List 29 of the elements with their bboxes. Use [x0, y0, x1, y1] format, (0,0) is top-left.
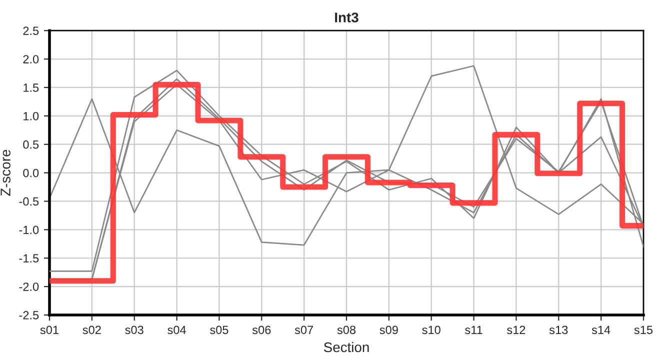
- x-tick-label: s03: [125, 326, 144, 334]
- x-tick-label: s02: [82, 326, 101, 334]
- x-tick-label: s10: [422, 326, 440, 334]
- x-tick-label: s09: [380, 326, 398, 334]
- x-tick-label: s08: [337, 326, 356, 334]
- x-tick-label: s12: [507, 326, 526, 334]
- chart-title: Int3: [335, 12, 358, 22]
- y-tick-label: 0.0: [23, 168, 39, 178]
- y-tick-label: 1.0: [24, 112, 39, 120]
- y-tick-label: 2.5: [23, 26, 39, 35]
- x-axis-title: Section: [324, 342, 369, 352]
- y-tick-label: 0.5: [23, 140, 39, 149]
- y-tick-label: -2.0: [19, 282, 39, 291]
- y-tick-label: -1.5: [19, 254, 39, 263]
- x-tick-label: s15: [634, 326, 653, 334]
- x-tick-label: s07: [294, 326, 313, 334]
- y-tick-label: 1.5: [24, 84, 39, 92]
- x-tick-label: s01: [40, 326, 58, 334]
- x-tick-label: s04: [168, 326, 186, 334]
- x-tick-label: s06: [252, 326, 271, 334]
- y-tick-label: -1.0: [19, 226, 39, 234]
- x-tick-label: s13: [549, 326, 568, 334]
- y-tick-label: 2.0: [23, 55, 39, 64]
- x-tick-label: s05: [210, 326, 228, 334]
- y-tick-label: -2.5: [19, 311, 39, 320]
- x-tick-label: s14: [592, 326, 610, 334]
- y-axis-title: Z-score: [0, 150, 10, 196]
- y-tick-label: -0.5: [19, 197, 39, 206]
- x-tick-label: s11: [465, 326, 482, 334]
